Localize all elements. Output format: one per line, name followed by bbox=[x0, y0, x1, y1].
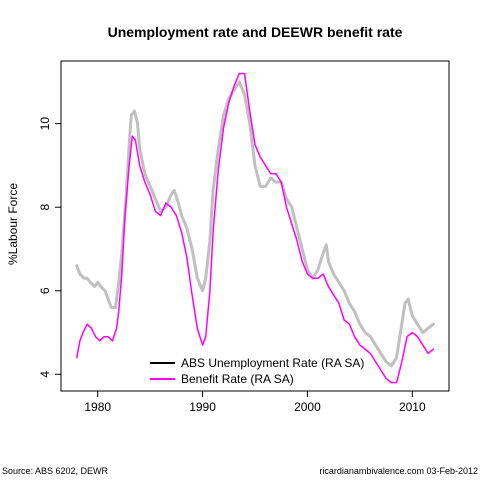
x-tick-label: 1990 bbox=[189, 400, 216, 414]
y-tick-label: 4 bbox=[38, 371, 52, 378]
series-line-unemployment bbox=[75, 80, 435, 368]
y-tick-label: 10 bbox=[38, 117, 52, 131]
legend: ABS Unemployment Rate (RA SA) Benefit Ra… bbox=[150, 356, 364, 386]
chart-title: Unemployment rate and DEEWR benefit rate bbox=[108, 24, 403, 40]
legend-label-benefit: Benefit Rate (RA SA) bbox=[181, 372, 294, 386]
plot-area: 1980 1990 2000 2010 4 6 8 10 bbox=[38, 60, 450, 414]
y-tick-label: 6 bbox=[38, 287, 52, 294]
footer-credit: ricardianambivalence.com 03-Feb-2012 bbox=[319, 466, 478, 476]
x-tick-label: 1980 bbox=[84, 400, 111, 414]
series-line-benefit bbox=[75, 72, 435, 384]
y-tick-label: 8 bbox=[38, 204, 52, 211]
y-axis: 4 6 8 10 bbox=[38, 117, 61, 378]
series-layer bbox=[75, 72, 435, 384]
footer-source: Source: ABS 6202, DEWR bbox=[2, 466, 109, 476]
x-axis: 1980 1990 2000 2010 bbox=[84, 391, 426, 414]
y-axis-label: %Labour Force bbox=[6, 183, 20, 265]
legend-label-unemployment: ABS Unemployment Rate (RA SA) bbox=[181, 356, 364, 370]
x-tick-label: 2000 bbox=[294, 400, 321, 414]
x-tick-label: 2010 bbox=[399, 400, 426, 414]
y-axis-label-group: %Labour Force bbox=[6, 183, 20, 265]
plot-frame bbox=[60, 60, 450, 392]
